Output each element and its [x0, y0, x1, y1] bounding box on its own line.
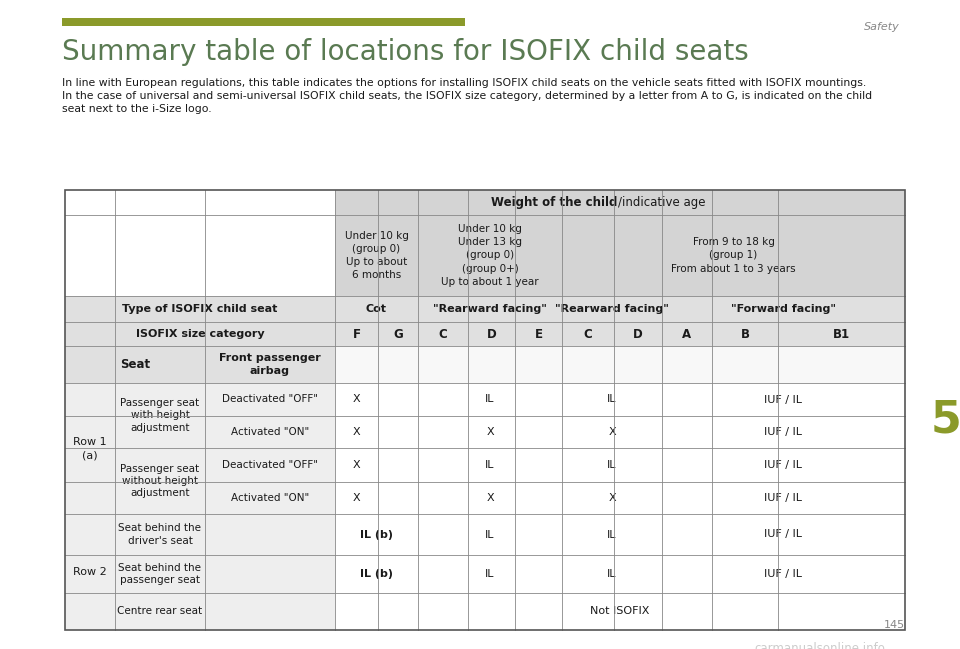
Bar [335, 215, 905, 296]
Text: A: A [683, 328, 691, 341]
Text: B1: B1 [833, 328, 850, 341]
Text: From 9 to 18 kg
(group 1)
From about 1 to 3 years: From 9 to 18 kg (group 1) From about 1 t… [671, 238, 796, 274]
Text: Under 10 kg
(group 0)
Up to about
6 months: Under 10 kg (group 0) Up to about 6 mont… [345, 230, 408, 280]
Text: B: B [740, 328, 750, 341]
Text: Deactivated "OFF": Deactivated "OFF" [222, 460, 318, 470]
Bar [65, 383, 335, 416]
Text: IL (b): IL (b) [360, 530, 393, 539]
Bar [335, 555, 905, 593]
Text: Type of ISOFIX child seat: Type of ISOFIX child seat [122, 304, 277, 314]
Text: seat next to the i-Size logo.: seat next to the i-Size logo. [62, 104, 211, 114]
Text: Seat behind the
passenger seat: Seat behind the passenger seat [118, 563, 202, 585]
Text: IUF / IL: IUF / IL [764, 460, 803, 470]
Text: Passenger seat
with height
adjustment: Passenger seat with height adjustment [120, 398, 200, 433]
Text: Under 10 kg
Under 13 kg
(group 0)
(group 0+)
Up to about 1 year: Under 10 kg Under 13 kg (group 0) (group… [442, 224, 539, 287]
Text: G: G [394, 328, 403, 341]
Text: X: X [609, 493, 615, 503]
Text: X: X [486, 427, 493, 437]
Text: X: X [609, 427, 615, 437]
Bar [65, 448, 335, 482]
Text: C: C [584, 328, 592, 341]
Text: F: F [352, 328, 361, 341]
Text: X: X [352, 395, 360, 404]
Bar [65, 346, 905, 383]
Text: 145: 145 [884, 620, 905, 630]
Text: In the case of universal and semi-universal ISOFIX child seats, the ISOFIX size : In the case of universal and semi-univer… [62, 91, 872, 101]
Text: Centre rear seat: Centre rear seat [117, 607, 203, 617]
Text: D: D [487, 328, 496, 341]
Text: IUF / IL: IUF / IL [764, 530, 803, 539]
Text: D: D [634, 328, 643, 341]
Bar [335, 416, 905, 448]
Bar [335, 346, 905, 383]
Text: IUF / IL: IUF / IL [764, 427, 803, 437]
Text: IL: IL [485, 395, 494, 404]
Bar [335, 383, 905, 416]
Text: ISOFIX size category: ISOFIX size category [135, 329, 264, 339]
Text: "Rearward facing": "Rearward facing" [433, 304, 547, 314]
Text: X: X [352, 427, 360, 437]
Text: X: X [486, 493, 493, 503]
Text: Activated "ON": Activated "ON" [230, 427, 309, 437]
Text: Seat: Seat [120, 358, 150, 371]
Bar [335, 514, 905, 555]
Text: IL: IL [608, 569, 616, 579]
Text: IUF / IL: IUF / IL [764, 395, 803, 404]
Text: /indicative age: /indicative age [618, 196, 706, 209]
Bar [65, 555, 335, 593]
Text: IL: IL [608, 460, 616, 470]
Text: Not ISOFIX: Not ISOFIX [590, 607, 650, 617]
Text: IL: IL [485, 530, 494, 539]
Text: IL: IL [608, 395, 616, 404]
Text: X: X [352, 460, 360, 470]
Text: Summary table of locations for ISOFIX child seats: Summary table of locations for ISOFIX ch… [62, 38, 749, 66]
Text: "Rearward facing": "Rearward facing" [555, 304, 669, 314]
Text: carmanualsonline.info: carmanualsonline.info [755, 642, 885, 649]
Bar [65, 190, 905, 630]
Text: C: C [439, 328, 447, 341]
Text: X: X [352, 493, 360, 503]
Bar [65, 514, 335, 555]
Text: Row 1
(a): Row 1 (a) [73, 437, 107, 460]
Bar [62, 18, 465, 26]
Text: Deactivated "OFF": Deactivated "OFF" [222, 395, 318, 404]
Text: IL: IL [485, 569, 494, 579]
Text: 5: 5 [930, 398, 960, 441]
Text: Activated "ON": Activated "ON" [230, 493, 309, 503]
Text: Safety: Safety [864, 22, 900, 32]
Text: In line with European regulations, this table indicates the options for installi: In line with European regulations, this … [62, 78, 866, 88]
Bar [335, 190, 905, 215]
Bar [65, 322, 905, 346]
Text: IL: IL [485, 460, 494, 470]
Text: Weight of the child: Weight of the child [491, 196, 617, 209]
Text: IL (b): IL (b) [360, 569, 393, 579]
Text: Front passenger
airbag: Front passenger airbag [219, 353, 321, 376]
Text: Cot: Cot [366, 304, 387, 314]
Bar [65, 593, 335, 630]
Bar [335, 593, 905, 630]
Text: Row 2: Row 2 [73, 567, 107, 577]
Bar [335, 482, 905, 514]
Text: IUF / IL: IUF / IL [764, 493, 803, 503]
Text: E: E [535, 328, 542, 341]
Bar [335, 448, 905, 482]
Text: Passenger seat
without height
adjustment: Passenger seat without height adjustment [120, 463, 200, 498]
Text: Seat behind the
driver's seat: Seat behind the driver's seat [118, 523, 202, 546]
Text: IL: IL [608, 530, 616, 539]
Text: IUF / IL: IUF / IL [764, 569, 803, 579]
Text: "Forward facing": "Forward facing" [731, 304, 836, 314]
Bar [65, 482, 335, 514]
Bar [65, 416, 335, 448]
Bar [65, 296, 905, 322]
